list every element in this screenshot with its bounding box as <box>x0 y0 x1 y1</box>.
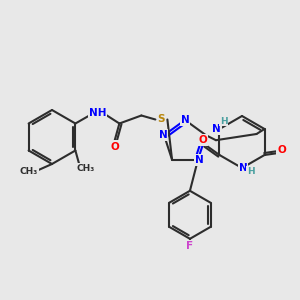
Text: N: N <box>238 163 247 173</box>
Text: H: H <box>247 167 255 176</box>
Text: S: S <box>158 115 165 124</box>
Text: O: O <box>198 135 207 145</box>
Text: CH₃: CH₃ <box>20 167 38 176</box>
Text: H: H <box>220 116 227 125</box>
Text: N: N <box>181 115 189 125</box>
Text: N: N <box>212 124 221 134</box>
Text: O: O <box>277 145 286 155</box>
Text: N: N <box>159 130 167 140</box>
Text: O: O <box>110 142 119 152</box>
Text: N: N <box>195 155 203 165</box>
Text: NH: NH <box>88 109 106 118</box>
Text: F: F <box>186 241 194 251</box>
Text: CH₃: CH₃ <box>76 164 94 173</box>
